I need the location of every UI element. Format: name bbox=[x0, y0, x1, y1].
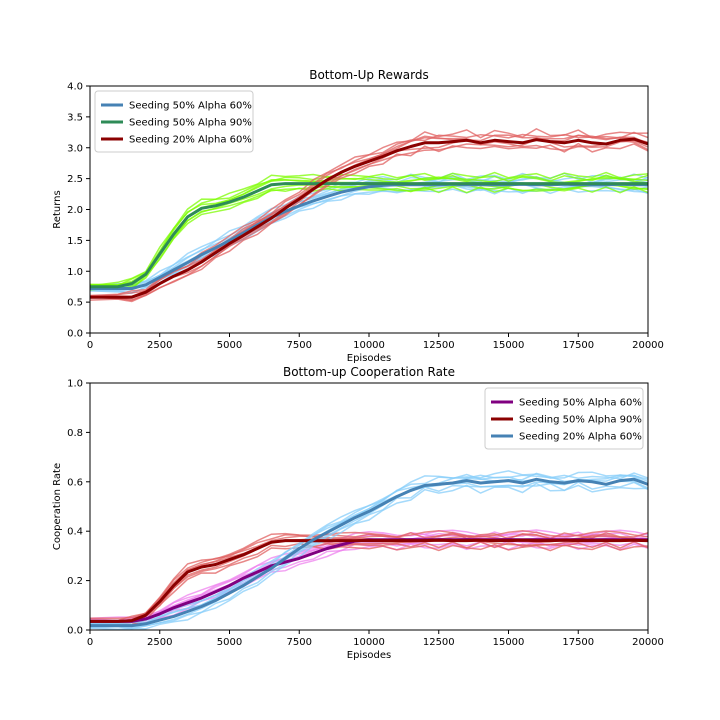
x-tick-label: 2500 bbox=[147, 637, 172, 648]
y-tick-label: 0.0 bbox=[67, 329, 83, 340]
run-trace bbox=[90, 176, 648, 288]
legend-label: Seeding 50% Alpha 90% bbox=[519, 415, 642, 426]
y-tick-label: 4.0 bbox=[67, 82, 83, 93]
y-tick-label: 3.5 bbox=[67, 112, 83, 123]
y-tick-label: 0.8 bbox=[67, 428, 83, 439]
legend-box bbox=[484, 387, 644, 450]
legend: Seeding 50% Alpha 60% Seeding 50% Alpha 9… bbox=[484, 387, 644, 450]
x-tick-label: 0 bbox=[87, 340, 93, 351]
run-trace bbox=[90, 481, 648, 630]
x-tick-label: 20000 bbox=[632, 637, 664, 648]
run-trace bbox=[90, 538, 648, 622]
legend-label: Seeding 20% Alpha 60% bbox=[129, 135, 252, 146]
legend-box bbox=[94, 90, 254, 153]
y-tick-label: 0.5 bbox=[67, 298, 83, 309]
y-tick-label: 1.0 bbox=[67, 379, 83, 390]
run-trace bbox=[90, 184, 648, 290]
x-axis-label: Episodes bbox=[347, 650, 391, 661]
run-trace bbox=[90, 140, 648, 301]
x-tick-label: 2500 bbox=[147, 340, 172, 351]
series-line-2 bbox=[90, 477, 648, 628]
y-axis-label: Returns bbox=[52, 190, 63, 228]
x-tick-label: 0 bbox=[87, 637, 93, 648]
x-tick-label: 17500 bbox=[562, 637, 594, 648]
plot-area bbox=[90, 127, 648, 303]
run-trace bbox=[90, 543, 648, 626]
x-tick-label: 15000 bbox=[493, 637, 525, 648]
y-tick-label: 0.0 bbox=[67, 626, 83, 637]
y-tick-label: 1.0 bbox=[67, 267, 83, 278]
run-trace bbox=[90, 540, 648, 626]
run-trace bbox=[90, 482, 648, 630]
legend-label: Seeding 50% Alpha 90% bbox=[129, 118, 252, 129]
run-trace bbox=[90, 529, 648, 620]
series-line-1 bbox=[90, 182, 648, 289]
legend-label: Seeding 20% Alpha 60% bbox=[519, 432, 642, 443]
run-trace bbox=[90, 472, 648, 626]
x-tick-label: 12500 bbox=[423, 340, 455, 351]
plot-area bbox=[90, 470, 648, 630]
x-tick-label: 5000 bbox=[217, 637, 242, 648]
y-tick-label: 2.5 bbox=[67, 174, 83, 185]
x-tick-label: 7500 bbox=[287, 340, 312, 351]
x-tick-label: 10000 bbox=[353, 340, 385, 351]
run-trace bbox=[90, 138, 648, 302]
series-line-2 bbox=[90, 137, 648, 299]
chart-title: Bottom-Up Rewards bbox=[309, 68, 429, 82]
y-tick-label: 1.5 bbox=[67, 236, 83, 247]
x-tick-label: 5000 bbox=[217, 340, 242, 351]
series-line-1 bbox=[90, 538, 648, 623]
rewards-chart: 0 2500 5000 7500 10000 12500 15000 17500 20000 0.… bbox=[52, 68, 664, 364]
cooperation-chart: 0 2500 5000 7500 10000 12500 15000 17500 20000 0.… bbox=[52, 365, 664, 661]
y-tick-label: 0.4 bbox=[67, 527, 83, 538]
x-tick-label: 20000 bbox=[632, 340, 664, 351]
y-tick-label: 3.0 bbox=[67, 143, 83, 154]
x-tick-label: 17500 bbox=[562, 340, 594, 351]
legend-label: Seeding 50% Alpha 60% bbox=[129, 101, 252, 112]
y-tick-label: 0.2 bbox=[67, 576, 83, 587]
legend: Seeding 50% Alpha 60% Seeding 50% Alpha 9… bbox=[94, 90, 254, 153]
x-tick-label: 15000 bbox=[493, 340, 525, 351]
run-trace bbox=[90, 142, 648, 303]
x-axis-label: Episodes bbox=[347, 353, 391, 364]
legend-label: Seeding 50% Alpha 60% bbox=[519, 398, 642, 409]
run-trace bbox=[90, 470, 648, 625]
y-tick-label: 0.6 bbox=[67, 477, 83, 488]
chart-title: Bottom-up Cooperation Rate bbox=[283, 365, 455, 379]
run-trace bbox=[90, 529, 648, 619]
x-tick-label: 7500 bbox=[287, 637, 312, 648]
x-tick-label: 10000 bbox=[353, 637, 385, 648]
y-axis-label: Cooperation Rate bbox=[52, 463, 63, 550]
y-tick-label: 2.0 bbox=[67, 205, 83, 216]
run-trace bbox=[90, 171, 648, 287]
x-tick-label: 12500 bbox=[423, 637, 455, 648]
